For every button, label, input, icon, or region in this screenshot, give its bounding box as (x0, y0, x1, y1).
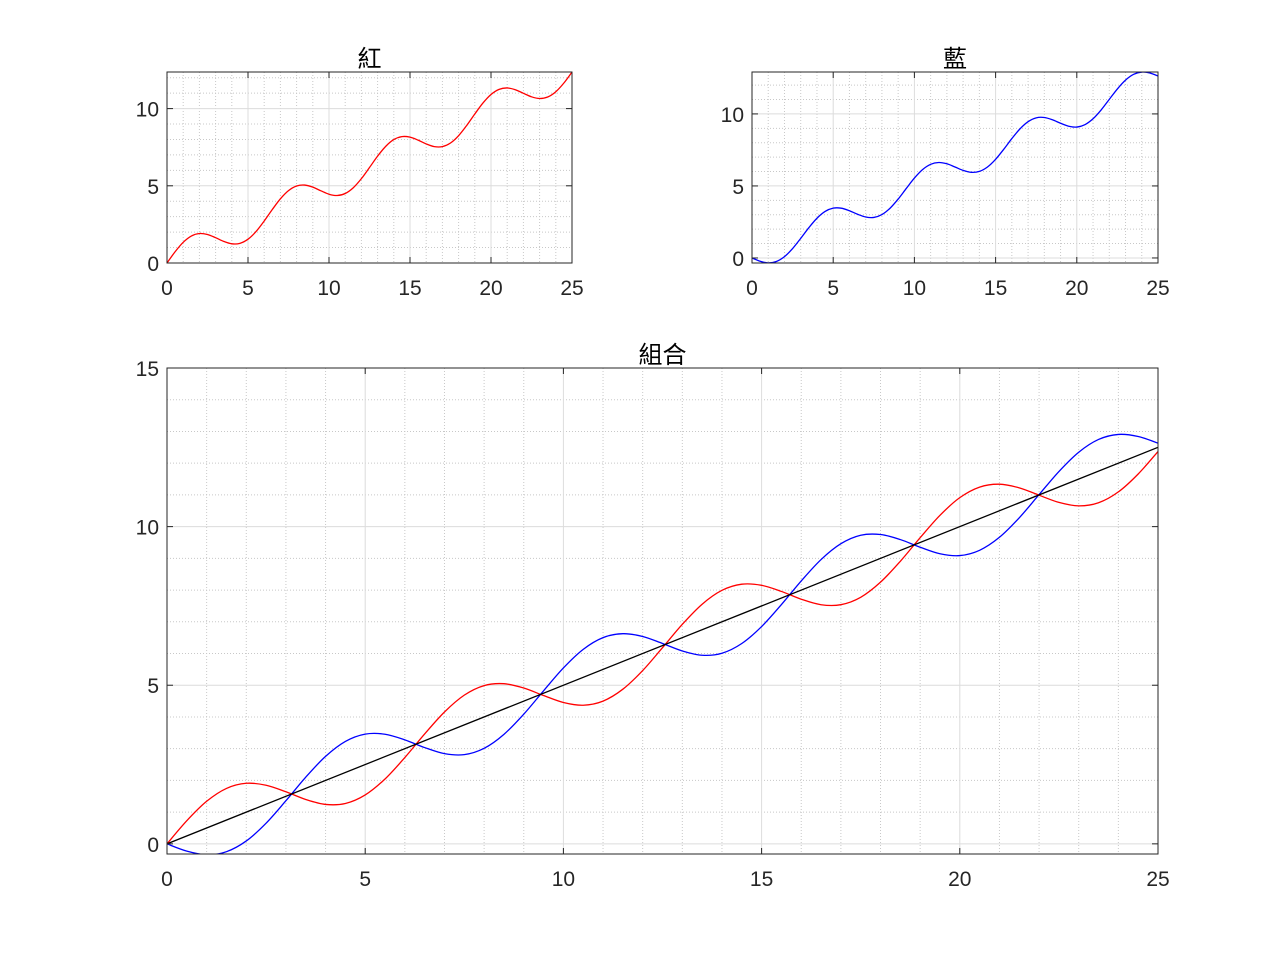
series-line-red (167, 451, 1158, 845)
y-tick-label: 5 (147, 675, 159, 698)
y-tick-label: 10 (721, 104, 744, 127)
series-line-blue (167, 433, 1158, 854)
series-line-black (167, 446, 1158, 845)
x-tick-label: 15 (750, 868, 773, 891)
series-line-blue (752, 72, 1158, 263)
series-group (167, 72, 572, 263)
y-tick-label: 10 (136, 517, 159, 540)
x-tick-label: 25 (560, 277, 583, 300)
y-tick-label: 0 (732, 248, 744, 271)
x-tick-label: 20 (1065, 277, 1088, 300)
x-tick-label: 25 (1146, 277, 1169, 300)
chart-title: 藍 (943, 45, 967, 73)
y-tick-label: 5 (147, 176, 159, 199)
y-tick-label: 10 (136, 99, 159, 122)
y-tick-label: 0 (147, 253, 159, 276)
axes-box (166, 71, 573, 264)
chart-title: 紅 (358, 45, 382, 73)
series-group (752, 72, 1158, 263)
x-tick-label: 5 (359, 868, 371, 891)
x-tick-label: 10 (903, 277, 926, 300)
x-tick-label: 20 (479, 277, 502, 300)
x-tick-label: 5 (827, 277, 839, 300)
x-tick-label: 5 (242, 277, 254, 300)
series-group (167, 433, 1158, 854)
x-tick-label: 25 (1146, 868, 1169, 891)
x-tick-label: 20 (948, 868, 971, 891)
axes-2: 0 5 10 15 20 25 0 5 10 藍 (721, 45, 1170, 300)
axes-1: 0 5 10 15 20 25 0 5 10 紅 (136, 45, 584, 300)
axes-box (166, 367, 1159, 855)
chart-title: 組合 (639, 341, 687, 369)
x-tick-label: 15 (984, 277, 1007, 300)
y-tick-label: 15 (136, 358, 159, 381)
plot-background (167, 368, 1158, 854)
y-tick-label: 0 (147, 834, 159, 857)
x-tick-label: 10 (317, 277, 340, 300)
series-line-red (167, 72, 572, 263)
axes-3: 0 5 10 15 20 25 0 5 10 15 組合 (136, 341, 1170, 891)
x-tick-label: 0 (161, 868, 173, 891)
x-tick-label: 10 (552, 868, 575, 891)
axes-box (751, 71, 1159, 264)
x-tick-label: 0 (746, 277, 758, 300)
x-tick-label: 15 (398, 277, 421, 300)
x-tick-label: 0 (161, 277, 173, 300)
y-tick-label: 5 (732, 176, 744, 199)
